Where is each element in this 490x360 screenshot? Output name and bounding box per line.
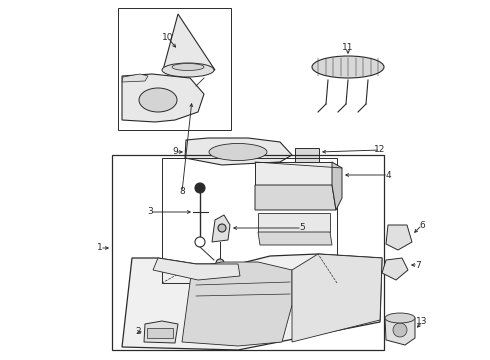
Ellipse shape [385,313,415,323]
Circle shape [195,183,205,193]
Text: 9: 9 [172,148,178,157]
Circle shape [393,323,407,337]
Polygon shape [385,314,415,345]
Polygon shape [122,74,148,82]
Text: 6: 6 [419,220,425,230]
Circle shape [218,224,226,232]
Polygon shape [332,162,342,210]
Circle shape [195,237,205,247]
Ellipse shape [162,63,214,77]
Text: 4: 4 [385,171,391,180]
Bar [295,148,319,162]
Polygon shape [182,262,292,346]
Ellipse shape [139,88,177,112]
Text: 1: 1 [97,243,103,252]
Polygon shape [185,138,292,165]
Text: 12: 12 [374,145,386,154]
Bar [147,328,173,338]
Bar [118,8,231,130]
Text: 8: 8 [179,188,185,197]
Text: 10: 10 [162,33,174,42]
Text: 7: 7 [415,261,421,270]
Polygon shape [255,185,336,210]
Polygon shape [292,254,382,342]
Polygon shape [258,213,330,232]
Ellipse shape [209,144,267,161]
Polygon shape [382,258,408,280]
Polygon shape [255,162,332,185]
Text: 2: 2 [135,328,141,337]
Text: 5: 5 [299,224,305,233]
Polygon shape [212,215,230,242]
Circle shape [216,259,224,267]
Text: 3: 3 [147,207,153,216]
Ellipse shape [312,56,384,78]
Text: 13: 13 [416,318,428,327]
Bar [162,158,337,283]
Polygon shape [144,321,178,343]
Polygon shape [386,225,412,250]
Polygon shape [163,14,215,70]
Polygon shape [122,74,204,122]
Text: 11: 11 [342,44,354,53]
Polygon shape [153,258,240,280]
Ellipse shape [172,63,204,71]
Bar [112,155,384,350]
Polygon shape [258,232,332,245]
Polygon shape [122,254,382,350]
